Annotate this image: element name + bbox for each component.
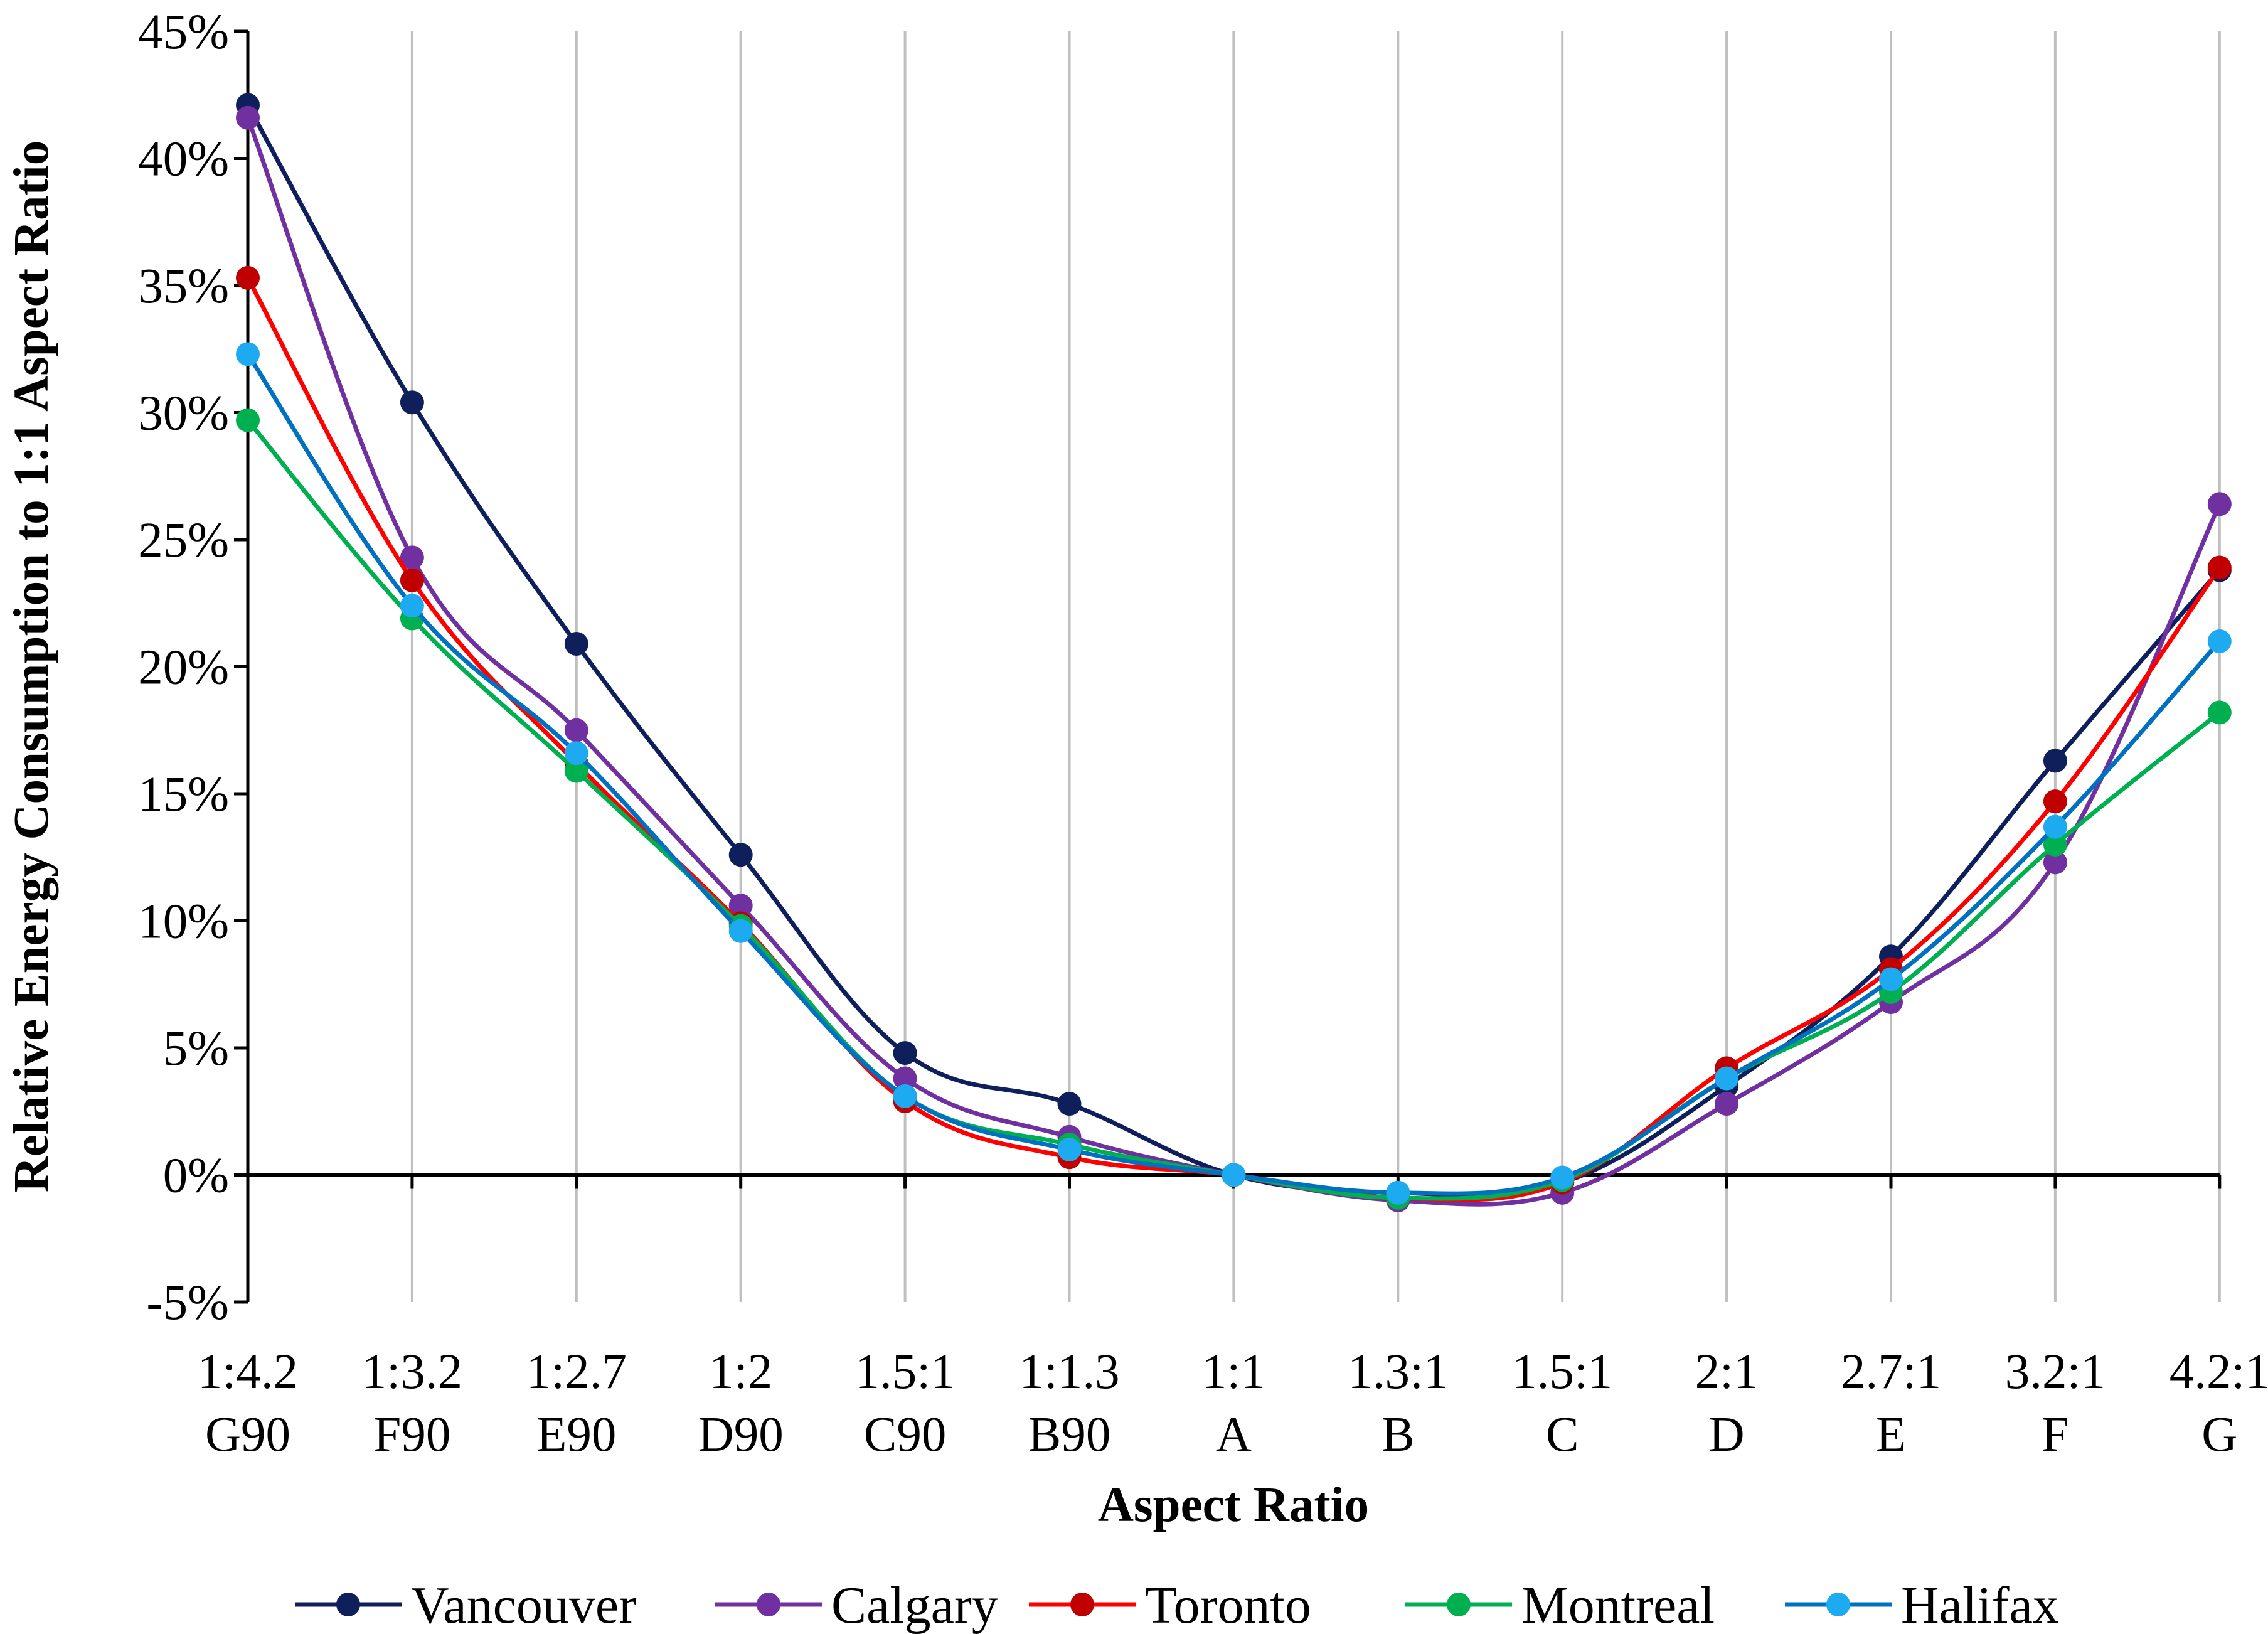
legend-label-calgary: Calgary <box>831 1576 998 1634</box>
data-point-toronto <box>400 568 424 592</box>
data-point-halifax <box>728 919 753 943</box>
x-tick-label-code: G <box>2201 1407 2237 1462</box>
x-tick-label-ratio: 1:3.2 <box>362 1345 462 1399</box>
legend-item-calgary: Calgary <box>715 1576 998 1634</box>
data-point-calgary <box>236 105 260 130</box>
y-tick-label: 40% <box>138 132 229 187</box>
x-tick-label-code: F <box>2042 1407 2069 1462</box>
data-point-halifax <box>400 594 424 618</box>
x-tick-label-code: D90 <box>698 1407 784 1462</box>
x-tick-label-ratio: 3.2:1 <box>2005 1345 2106 1399</box>
data-point-toronto <box>236 265 260 290</box>
y-axis-ticks: -5% 0% 5% 10% 15% 20% 25% 30% 35% 40% 45% <box>138 5 248 1330</box>
data-point-halifax <box>1057 1138 1082 1161</box>
data-point-vancouver <box>564 632 588 656</box>
x-tick-label-ratio: 1:1 <box>1202 1345 1265 1399</box>
legend-marker-halifax <box>1826 1593 1850 1616</box>
x-tick-label-code: C90 <box>864 1407 947 1462</box>
x-tick-label-ratio: 1:2 <box>709 1345 772 1399</box>
data-point-halifax <box>1386 1180 1410 1205</box>
data-point-halifax <box>2043 814 2067 839</box>
legend-marker-montreal <box>1447 1593 1471 1616</box>
data-point-vancouver <box>400 390 424 415</box>
series-lines <box>236 93 2232 1212</box>
x-tick-label-ratio: 4.2:1 <box>2170 1345 2268 1399</box>
y-tick-label: 45% <box>138 5 229 60</box>
data-point-calgary <box>2043 850 2067 875</box>
data-point-vancouver <box>2043 749 2067 773</box>
data-point-calgary <box>728 894 753 918</box>
x-tick-label-ratio: 2.7:1 <box>1841 1345 1941 1399</box>
vertical-gridlines <box>410 31 2221 1302</box>
data-point-montreal <box>2207 700 2232 725</box>
data-point-vancouver <box>728 843 753 867</box>
data-point-montreal <box>2043 833 2067 857</box>
x-tick-label-code: A <box>1216 1407 1252 1462</box>
y-tick-label: 0% <box>163 1149 229 1204</box>
series-line-vancouver <box>245 104 2222 1198</box>
x-tick-label-ratio: 1:4.2 <box>198 1345 298 1399</box>
legend-label-toronto: Toronto <box>1145 1576 1311 1634</box>
series-halifax <box>236 342 2232 1205</box>
data-point-vancouver <box>1057 1092 1082 1116</box>
data-point-calgary <box>564 718 588 742</box>
legend-label-vancouver: Vancouver <box>411 1576 636 1634</box>
y-tick-label: 30% <box>138 387 229 441</box>
y-tick-label: 15% <box>138 767 229 822</box>
y-tick-label: 10% <box>138 895 229 949</box>
x-tick-label-ratio: 1:1.3 <box>1019 1345 1119 1399</box>
x-tick-label-code: F90 <box>373 1407 450 1462</box>
data-point-calgary <box>893 1066 917 1091</box>
y-tick-label: -5% <box>146 1276 229 1330</box>
x-tick-label-code: E90 <box>536 1407 616 1462</box>
data-point-halifax <box>1715 1066 1739 1091</box>
x-tick-label-code: C <box>1546 1407 1579 1462</box>
x-tick-label-ratio: 1.3:1 <box>1348 1345 1448 1399</box>
legend-item-halifax: Halifax <box>1785 1576 2059 1634</box>
x-tick-label-code: B <box>1382 1407 1415 1462</box>
x-tick-label-code: D <box>1709 1407 1745 1462</box>
x-tick-label-ratio: 1.5:1 <box>854 1345 955 1399</box>
data-point-calgary <box>400 545 424 570</box>
data-point-halifax <box>236 342 260 366</box>
y-tick-label: 5% <box>163 1022 229 1076</box>
x-tick-label-ratio: 2:1 <box>1695 1345 1759 1399</box>
legend-marker-vancouver <box>336 1593 360 1616</box>
y-axis-title: Relative Energy Consumption to 1:1 Aspec… <box>4 141 59 1192</box>
legend-marker-calgary <box>757 1593 780 1616</box>
data-point-toronto <box>2043 789 2067 814</box>
data-point-calgary <box>2207 492 2232 516</box>
y-tick-label: 35% <box>138 259 229 314</box>
data-point-calgary <box>1715 1092 1739 1116</box>
y-tick-label: 20% <box>138 641 229 695</box>
data-point-montreal <box>236 408 260 432</box>
x-tick-label-code: B90 <box>1028 1407 1111 1462</box>
data-point-montreal <box>564 759 588 783</box>
legend: Vancouver Calgary Toronto Montreal Halifax <box>295 1576 2059 1634</box>
legend-item-montreal: Montreal <box>1405 1576 1715 1634</box>
legend-marker-toronto <box>1070 1593 1094 1616</box>
x-axis-title: Aspect Ratio <box>1098 1478 1369 1532</box>
data-point-vancouver <box>893 1041 917 1065</box>
legend-item-toronto: Toronto <box>1029 1576 1311 1634</box>
x-tick-label-code: G90 <box>205 1407 290 1462</box>
x-tick-label-ratio: 1.5:1 <box>1512 1345 1612 1399</box>
legend-label-halifax: Halifax <box>1901 1576 2059 1634</box>
x-tick-label-ratio: 1:2.7 <box>526 1345 627 1399</box>
data-point-halifax <box>564 741 588 766</box>
x-axis-ticks: 1:4.2 G90 1:3.2 F90 1:2.7 E90 1:2 D90 1.5:1 C90 1:… <box>198 1175 2268 1462</box>
data-point-halifax <box>1879 967 1903 991</box>
x-tick-label-code: E <box>1876 1407 1906 1462</box>
data-point-halifax <box>2207 629 2232 653</box>
y-tick-label: 25% <box>138 513 229 568</box>
data-point-halifax <box>1550 1165 1575 1190</box>
legend-label-montreal: Montreal <box>1521 1576 1715 1634</box>
data-point-toronto <box>2207 555 2232 580</box>
data-point-halifax <box>893 1084 917 1108</box>
legend-item-vancouver: Vancouver <box>295 1576 636 1634</box>
data-point-halifax <box>1222 1163 1246 1187</box>
